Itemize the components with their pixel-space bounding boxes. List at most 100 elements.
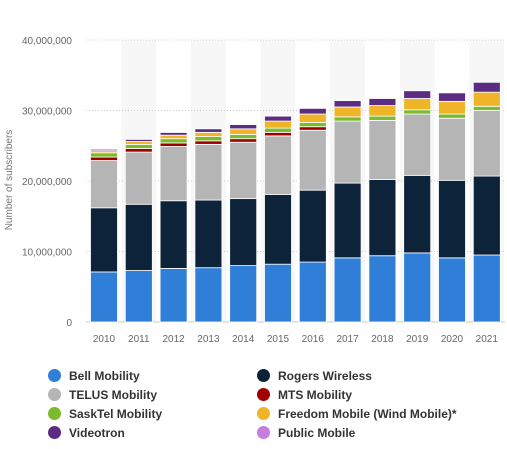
bar-segment-bell-mobility-2018[interactable] [369, 256, 396, 322]
bar-segment-bell-mobility-2021[interactable] [473, 255, 500, 322]
bar-segment-rogers-wireless-2021[interactable] [473, 176, 500, 255]
bar-segment-rogers-wireless-2018[interactable] [369, 180, 396, 256]
legend-item[interactable]: Bell Mobility [48, 366, 140, 385]
bar-segment-freedom-mobile-wind-mobile-2013[interactable] [195, 132, 222, 136]
bar-segment-freedom-mobile-wind-mobile-2017[interactable] [334, 107, 361, 117]
bar-segment-bell-mobility-2017[interactable] [334, 258, 361, 322]
bar-segment-freedom-mobile-wind-mobile-2011[interactable] [125, 142, 152, 145]
bar-segment-sasktel-mobility-2012[interactable] [160, 139, 187, 143]
legend-label: Freedom Mobile (Wind Mobile)* [278, 407, 457, 421]
bar-segment-telus-mobility-2016[interactable] [299, 130, 326, 190]
bar-segment-telus-mobility-2015[interactable] [265, 136, 292, 195]
bar-segment-sasktel-mobility-2010[interactable] [91, 153, 118, 157]
bar-segment-mts-mobility-2016[interactable] [299, 127, 326, 131]
bar-segment-telus-mobility-2017[interactable] [334, 121, 361, 183]
legend-item[interactable]: TELUS Mobility [48, 385, 157, 404]
bar-segment-mts-mobility-2010[interactable] [91, 157, 118, 161]
bar-segment-mts-mobility-2014[interactable] [230, 139, 257, 143]
x-tick-label: 2015 [267, 334, 290, 345]
legend-item[interactable]: SaskTel Mobility [48, 404, 162, 423]
bar-segment-freedom-mobile-wind-mobile-2020[interactable] [439, 101, 466, 114]
bar-segment-freedom-mobile-wind-mobile-2021[interactable] [473, 92, 500, 106]
bar-segment-bell-mobility-2016[interactable] [299, 262, 326, 322]
bar-segment-rogers-wireless-2012[interactable] [160, 201, 187, 269]
bar-segment-rogers-wireless-2010[interactable] [91, 208, 118, 272]
y-tick-label: 30,000,000 [22, 107, 72, 118]
bar-segment-freedom-mobile-wind-mobile-2015[interactable] [265, 121, 292, 128]
bar-segment-sasktel-mobility-2019[interactable] [404, 110, 431, 114]
bar-segment-freedom-mobile-wind-mobile-2018[interactable] [369, 106, 396, 117]
bar-segment-bell-mobility-2020[interactable] [439, 258, 466, 322]
legend-swatch-icon [48, 369, 61, 382]
y-tick-label: 20,000,000 [22, 177, 72, 188]
y-axis-title: Number of subscribers [4, 130, 15, 231]
bar-segment-telus-mobility-2018[interactable] [369, 120, 396, 179]
legend-item[interactable]: Freedom Mobile (Wind Mobile)* [257, 404, 457, 423]
bar-segment-rogers-wireless-2019[interactable] [404, 175, 431, 253]
legend-item[interactable]: MTS Mobility [257, 385, 352, 404]
bar-segment-telus-mobility-2011[interactable] [125, 152, 152, 204]
bar-segment-sasktel-mobility-2020[interactable] [439, 114, 466, 118]
bar-segment-bell-mobility-2012[interactable] [160, 268, 187, 322]
bar-segment-bell-mobility-2013[interactable] [195, 268, 222, 322]
bar-segment-bell-mobility-2010[interactable] [91, 272, 118, 322]
bar-segment-public-mobile-2012[interactable] [160, 132, 187, 133]
bar-segment-telus-mobility-2020[interactable] [439, 118, 466, 180]
bar-segment-telus-mobility-2012[interactable] [160, 146, 187, 200]
bar-segment-telus-mobility-2021[interactable] [473, 111, 500, 177]
bar-segment-sasktel-mobility-2017[interactable] [334, 117, 361, 121]
legend-item[interactable]: Public Mobile [257, 423, 355, 442]
bar-segment-sasktel-mobility-2014[interactable] [230, 134, 257, 138]
legend-item[interactable]: Rogers Wireless [257, 366, 372, 385]
bar-segment-videotron-2012[interactable] [160, 132, 187, 135]
bar-segment-telus-mobility-2014[interactable] [230, 142, 257, 198]
bar-segment-freedom-mobile-wind-mobile-2019[interactable] [404, 99, 431, 110]
bar-segment-rogers-wireless-2013[interactable] [195, 200, 222, 268]
bar-segment-freedom-mobile-wind-mobile-2014[interactable] [230, 129, 257, 135]
bar-segment-mts-mobility-2015[interactable] [265, 132, 292, 136]
bar-segment-telus-mobility-2010[interactable] [91, 161, 118, 208]
x-tick-label: 2010 [93, 334, 116, 345]
bar-segment-rogers-wireless-2017[interactable] [334, 183, 361, 258]
bar-segment-rogers-wireless-2014[interactable] [230, 199, 257, 266]
x-tick-label: 2011 [128, 334, 150, 345]
bar-segment-bell-mobility-2011[interactable] [125, 271, 152, 322]
bar-segment-telus-mobility-2019[interactable] [404, 114, 431, 175]
bar-segment-rogers-wireless-2016[interactable] [299, 190, 326, 262]
bar-segment-bell-mobility-2015[interactable] [265, 264, 292, 322]
bar-segment-rogers-wireless-2011[interactable] [125, 204, 152, 270]
bar-segment-telus-mobility-2013[interactable] [195, 144, 222, 200]
bar-segment-videotron-2010[interactable] [91, 149, 118, 150]
bar-segment-videotron-2014[interactable] [230, 125, 257, 129]
bar-segment-videotron-2021[interactable] [473, 82, 500, 92]
legend-item[interactable]: Videotron [48, 423, 125, 442]
bar-segment-freedom-mobile-wind-mobile-2012[interactable] [160, 135, 187, 139]
bar-segment-videotron-2019[interactable] [404, 91, 431, 99]
bar-segment-videotron-2017[interactable] [334, 101, 361, 107]
bar-segment-videotron-2013[interactable] [195, 129, 222, 133]
bar-segment-rogers-wireless-2015[interactable] [265, 194, 292, 264]
bar-segment-mts-mobility-2013[interactable] [195, 141, 222, 145]
legend-label: Rogers Wireless [278, 369, 372, 383]
bar-segment-rogers-wireless-2020[interactable] [439, 180, 466, 258]
bar-segment-videotron-2020[interactable] [439, 93, 466, 101]
bar-segment-freedom-mobile-wind-mobile-2016[interactable] [299, 114, 326, 122]
y-tick-label: 40,000,000 [22, 36, 72, 47]
bar-segment-sasktel-mobility-2016[interactable] [299, 122, 326, 126]
bar-segment-videotron-2018[interactable] [369, 99, 396, 106]
legend-label: TELUS Mobility [69, 388, 157, 402]
bar-segment-videotron-2016[interactable] [299, 108, 326, 114]
bar-segment-sasktel-mobility-2021[interactable] [473, 106, 500, 110]
bar-segment-bell-mobility-2019[interactable] [404, 253, 431, 322]
bar-segment-videotron-2015[interactable] [265, 116, 292, 121]
bar-segment-sasktel-mobility-2011[interactable] [125, 144, 152, 148]
bar-segment-mts-mobility-2011[interactable] [125, 149, 152, 153]
x-tick-label: 2018 [371, 334, 394, 345]
bar-segment-videotron-2011[interactable] [125, 139, 152, 141]
bar-segment-mts-mobility-2012[interactable] [160, 143, 187, 147]
bar-segment-bell-mobility-2014[interactable] [230, 266, 257, 322]
bar-segment-sasktel-mobility-2018[interactable] [369, 116, 396, 120]
bar-segment-sasktel-mobility-2013[interactable] [195, 137, 222, 141]
bar-segment-sasktel-mobility-2015[interactable] [265, 128, 292, 132]
